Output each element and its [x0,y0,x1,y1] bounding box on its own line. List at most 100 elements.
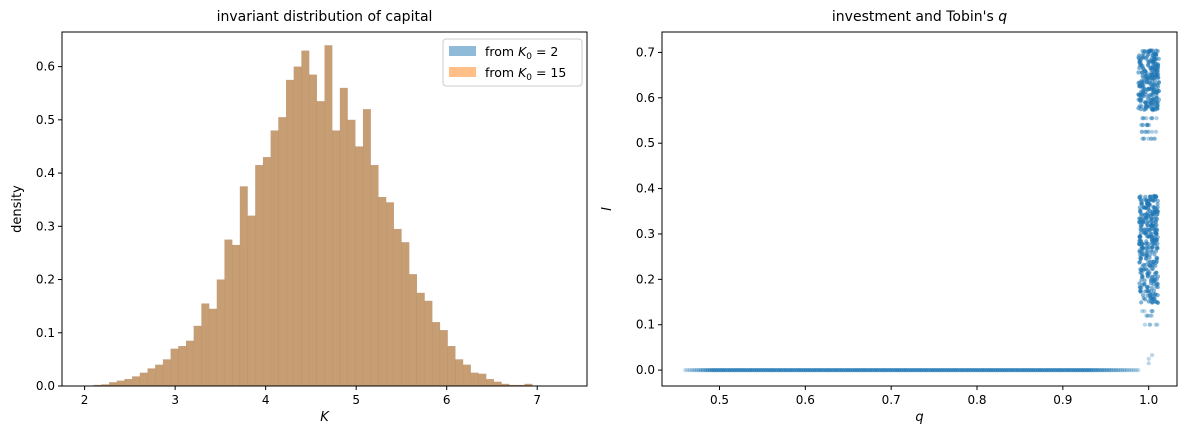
hist-bar-k0-15 [462,364,471,386]
scatter-point [1148,322,1153,327]
scatter-point [1144,73,1149,78]
scatter-point [1155,209,1160,214]
scatter-point [1148,48,1153,54]
scatter-point [1151,87,1156,92]
hist-bar-k0-15 [109,382,117,386]
scatter-point [1145,227,1150,232]
hist-bar-k0-15 [493,381,502,386]
left-x-tick-label: 6 [443,393,451,407]
scatter-point [1141,116,1147,121]
scatter-point [1152,136,1157,141]
scatter-point [1149,309,1155,314]
legend-swatch-k0-2 [449,46,476,56]
scatter-point [1122,368,1127,373]
scatter-point [1137,104,1142,109]
scatter-point [1143,100,1148,105]
left-y-tick-label: 0.1 [36,326,55,340]
scatter-point [1155,274,1161,279]
hist-bar-k0-15 [470,372,479,386]
scatter-point [685,368,690,373]
hist-bar-k0-15 [386,202,394,386]
hist-bar-k0-15 [401,242,410,386]
scatter-point [689,368,695,373]
hist-bar-k0-15 [501,383,510,386]
scatter-point [1145,122,1150,128]
scatter-point [1152,136,1157,141]
scatter-point [1142,322,1147,327]
scatter-point [1116,368,1121,373]
scatter-point [1152,51,1157,57]
scatter-point [1155,228,1160,233]
scatter-point [1146,313,1151,318]
hist-bar-k0-15 [262,157,271,386]
histogram-panel: invariant distribution of capital 2 3 4 5 6 7… [10,9,588,425]
scatter-point [1131,368,1136,373]
hist-bar-k0-15 [309,74,317,387]
hist-bar-k0-15 [270,130,279,386]
scatter-point [1154,255,1159,260]
hist-bar-k0-15 [332,130,341,386]
scatter-point [1145,129,1150,134]
hist-bar-k0-15 [193,325,202,386]
hist-bar-k0-15 [170,348,179,386]
hist-bar-k0-15 [201,303,210,386]
hist-bar-k0-15 [378,197,387,386]
scatter-point [1150,97,1155,102]
left-y-label: density [10,185,25,233]
hist-bar-k0-15 [439,330,448,386]
hist-bar-k0-15 [347,119,356,386]
hist-bar-k0-15 [355,146,364,386]
scatter-point [1146,136,1151,141]
scatter-point [1149,198,1154,203]
scatter-point [1151,70,1156,75]
scatter-point [1118,368,1123,373]
scatter-point [1148,313,1153,318]
scatter-point [1138,249,1143,254]
scatter-point [1151,291,1156,297]
right-x-tick-label: 0.8 [967,393,986,407]
right-title-text: investment and Tobin's [832,9,998,25]
scatter-point [1139,122,1144,128]
legend-entry-k0-15-sub: 0 [526,73,532,83]
hist-bar-k0-15 [478,373,487,386]
scatter-point [1141,228,1146,233]
scatter-point [1156,80,1161,85]
scatter-point [694,368,699,373]
scatter-point [1149,106,1154,112]
legend-entry-k0-15: from K0 = 15 [485,65,566,83]
scatter-point [1140,309,1145,314]
scatter-point [1137,259,1142,265]
scatter-point [1138,289,1143,294]
hist-bar-k0-15 [324,45,333,387]
scatter-point [1142,297,1148,302]
scatter-point [1140,122,1146,128]
scatter-point [1148,116,1153,121]
scatter-point [1139,285,1144,291]
histogram-bars [93,45,541,387]
scatter-point [1129,368,1134,373]
right-y-tick-label: 0.6 [636,91,655,105]
scatter-point [1145,202,1151,207]
legend-entry-k0-2-tail: = 2 [532,44,558,59]
scatter-point [1153,322,1158,327]
scatter-point [1155,322,1160,327]
scatter-point [1146,361,1151,366]
scatter-point [1149,216,1154,221]
left-y-tick-label: 0.4 [36,166,55,180]
scatter-point [1120,368,1125,373]
scatter-point [1156,63,1161,68]
scatter-point [1145,271,1150,276]
scatter-point [1142,281,1147,286]
hist-bar-k0-15 [239,186,248,386]
scatter-point [692,368,697,373]
legend-entry-k0-15-prefix: from [485,65,518,80]
scatter-point [1154,116,1159,121]
scatter-point [1153,206,1159,211]
left-y-tick-label: 0.2 [36,273,55,287]
scatter-point [1146,60,1151,65]
scatter-point [1154,223,1159,228]
scatter-point [1142,205,1147,210]
scatter-point [1144,313,1149,318]
scatter-point [1137,205,1142,210]
